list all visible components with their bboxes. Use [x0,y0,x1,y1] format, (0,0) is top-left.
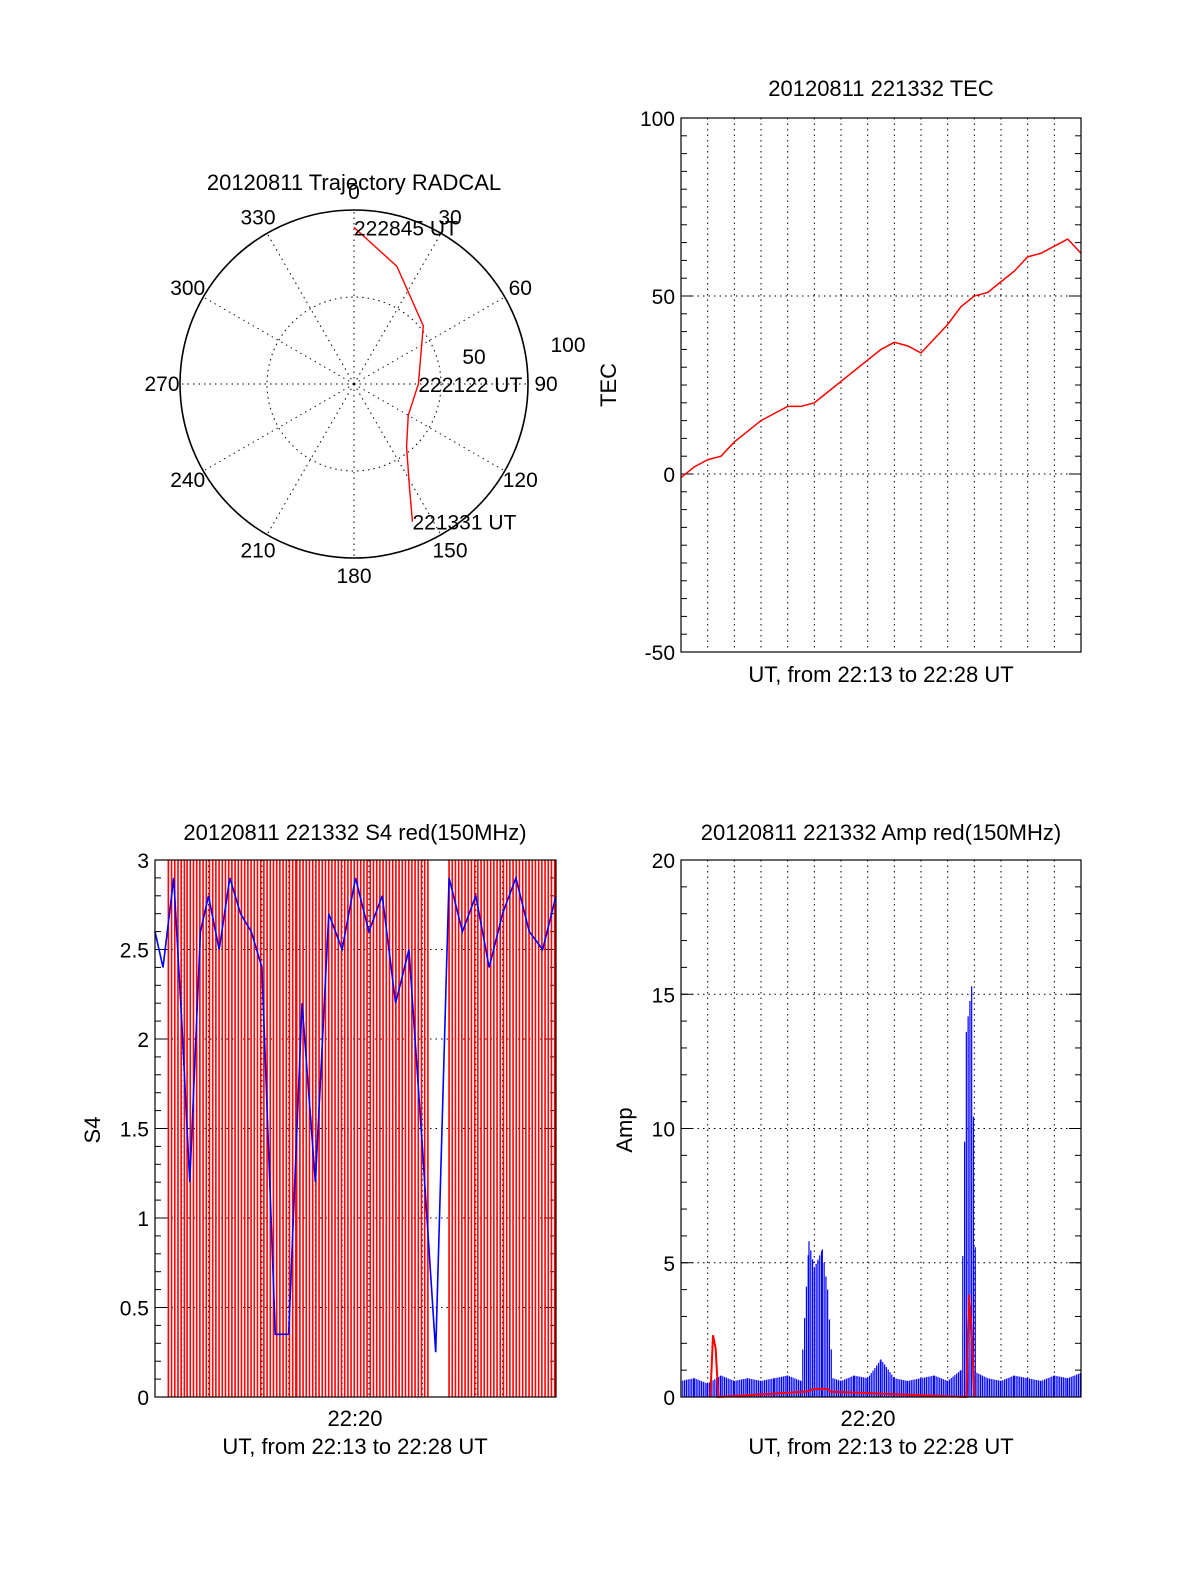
s4-y-axis-label: S4 [80,1117,105,1144]
polar-trajectory [353,226,425,522]
polar-azimuth-label: 60 [509,277,532,300]
y-tick-label: 3 [137,850,149,873]
y-tick-label: 2 [137,1029,149,1052]
y-tick-label: 20 [652,850,675,873]
polar-azimuth-label: 150 [432,539,467,562]
polar-spoke [203,383,355,472]
amp-chart-title: 20120811 221332 Amp red(150MHz) [701,820,1061,845]
plot-frame [154,859,557,1398]
y-tick-label: 10 [652,1119,675,1142]
polar-azimuth-label: 210 [240,539,275,562]
polar-time-annotation: 221331 UT [412,512,516,535]
tec-x-axis-label: UT, from 22:13 to 22:28 UT [748,662,1013,687]
trajectory-polar-chart: 20120811 Trajectory RADCAL 0 30 60 90 120 150… [144,170,585,588]
polar-radius-label: 50 [462,346,485,369]
s4-chart: 20120811 221332 S4 red(150MHz) 22:20 UT,… [80,820,557,1459]
polar-azimuth-label: 180 [336,565,371,588]
plot-frame [680,859,1082,1398]
polar-azimuth-label: 270 [144,373,179,396]
tec-y-axis-label: TEC [596,363,621,407]
polar-spoke [203,296,355,385]
tec-series-line [680,238,1082,479]
amp-chart: 20120811 221332 Amp red(150MHz) 22:20 UT… [612,820,1082,1459]
y-tick-label: 0 [663,464,675,487]
polar-grid [179,209,529,559]
polar-azimuth-labels: 0 30 60 90 120 150 180 210 240 270 300 330 [144,181,557,588]
polar-spoke [353,233,442,385]
y-tick-label: 0 [663,1387,675,1410]
amp-red-line [709,1294,976,1399]
amp-x-tick-label: 22:20 [840,1406,895,1431]
tec-chart-title: 20120811 221332 TEC [768,76,994,101]
s4-plot-area: 0 0.5 1 1.5 2 2.5 3 [120,850,557,1410]
tec-plot-area: -50 0 50 100 [640,108,1082,665]
s4-x-tick-label: 22:20 [327,1406,382,1431]
y-tick-label: -50 [645,642,675,665]
polar-spoke [353,383,442,535]
polar-spoke [266,233,355,385]
tec-chart: 20120811 221332 TEC UT, from 22:13 to 22… [596,76,1082,687]
y-tick-label: 1.5 [120,1119,149,1142]
y-tick-label: 50 [652,286,675,309]
polar-azimuth-label: 120 [503,469,538,492]
amp-y-axis-label: Amp [612,1107,637,1152]
polar-azimuth-label: 240 [170,469,205,492]
polar-radius-label: 100 [550,334,585,357]
polar-azimuth-label: 30 [438,207,461,230]
polar-outer-ring [179,209,529,559]
polar-spoke [266,383,355,535]
polar-grid-ring [266,296,442,472]
polar-time-annotation: 222845 UT [354,217,458,240]
y-tick-label: 0.5 [120,1298,149,1321]
plot-frame [680,117,1082,653]
polar-spoke [353,296,505,385]
polar-annotations: 222845 UT 222122 UT 221331 UT [354,217,522,534]
polar-azimuth-label: 330 [240,207,275,230]
y-tick-label: 0 [137,1387,149,1410]
s4-chart-title: 20120811 221332 S4 red(150MHz) [183,820,526,845]
polar-azimuth-label: 300 [170,277,205,300]
s4-blue-line [154,875,557,1353]
s4-x-axis-label: UT, from 22:13 to 22:28 UT [222,1434,487,1459]
y-tick-label: 1 [137,1208,149,1231]
amp-plot-area: 0 5 10 15 20 [652,850,1082,1410]
polar-azimuth-label: 0 [348,181,360,204]
polar-azimuth-label: 90 [534,373,557,396]
polar-trajectory-line [353,226,425,522]
polar-chart-title: 20120811 Trajectory RADCAL [207,170,501,195]
y-tick-label: 2.5 [120,940,149,963]
y-tick-label: 15 [652,984,675,1007]
polar-spoke [353,383,505,472]
y-tick-label: 5 [663,1253,675,1276]
polar-radius-labels: 50 100 [462,334,585,369]
amp-x-axis-label: UT, from 22:13 to 22:28 UT [748,1434,1013,1459]
polar-time-annotation: 222122 UT [418,374,522,397]
y-tick-label: 100 [640,108,675,131]
